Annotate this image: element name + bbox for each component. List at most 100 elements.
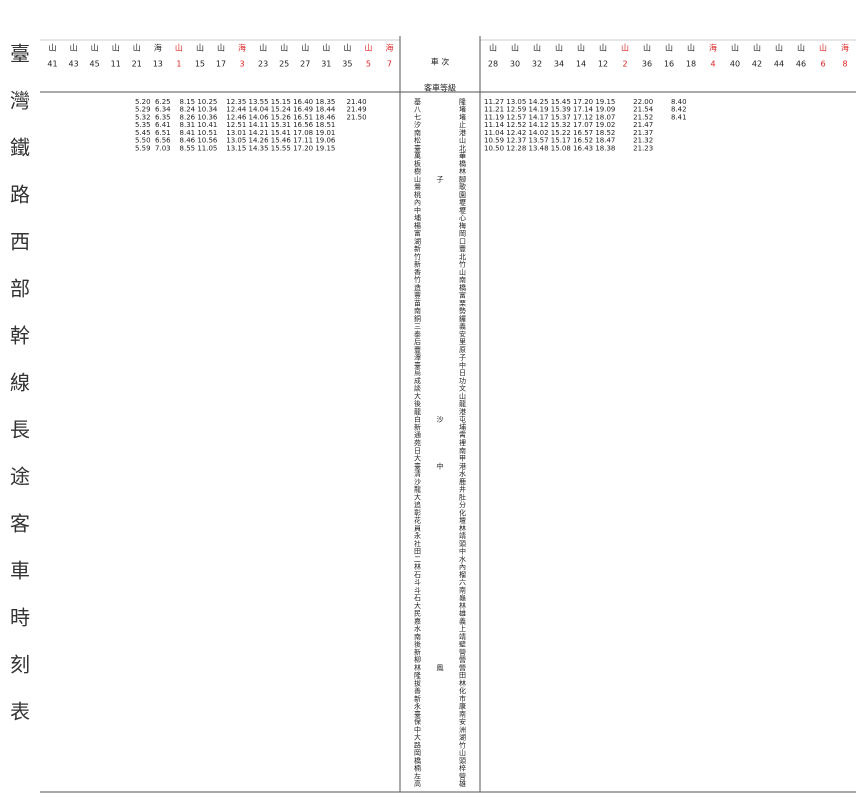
- time-left: 5.35 6.41 8.31 10.41 12.51 14.11 15.31 1…: [135, 121, 335, 129]
- train-number: 12: [598, 60, 608, 69]
- line-label: 海: [238, 43, 246, 53]
- line-label: 山: [364, 43, 372, 53]
- line-label: 海: [154, 43, 162, 53]
- title-char: 鐵: [10, 136, 30, 160]
- train-number: 32: [532, 60, 542, 69]
- title-char: 灣: [10, 89, 30, 113]
- line-label: 海: [841, 43, 849, 53]
- title-char: 幹: [10, 324, 30, 348]
- train-number: 35: [342, 60, 352, 69]
- time-left: 5.29 6.34 8.24 10.34 12.44 14.04 15.24 1…: [135, 106, 367, 114]
- line-label: 山: [731, 43, 739, 53]
- time-left: 5.45 6.51 8.41 10.51 13.01 14.21 15.41 1…: [135, 129, 335, 137]
- line-label: 海: [709, 43, 717, 53]
- train-number: 23: [258, 60, 268, 69]
- train-number: 8: [842, 60, 847, 69]
- time-right: 11.14 12.52 14.12 15.32 17.07 19.02 21.4…: [484, 121, 653, 129]
- train-number: 18: [686, 60, 696, 69]
- train-number: 46: [796, 60, 806, 69]
- line-label: 山: [259, 43, 267, 53]
- title-char: 時: [10, 606, 30, 630]
- line-label: 山: [175, 43, 183, 53]
- title-char: 表: [10, 700, 30, 724]
- train-number: 11: [111, 60, 121, 69]
- line-label: 山: [322, 43, 330, 53]
- time-left: 5.50 6.56 8.46 10.56 13.05 14.26 15.46 1…: [135, 137, 336, 145]
- train-label: 車 次: [431, 57, 450, 67]
- line-label: 山: [196, 43, 204, 53]
- line-label: 山: [511, 43, 519, 53]
- line-label: 山: [621, 43, 629, 53]
- time-left: 5.32 6.35 8.26 10.36 12.46 14.06 15.26 1…: [135, 113, 367, 121]
- line-label: 山: [49, 43, 57, 53]
- title-char: 部: [10, 277, 30, 301]
- line-label: 海: [385, 43, 393, 53]
- class-label: 客車等級: [424, 83, 456, 93]
- time-left: 5.20 6.25 8.15 10.25 12.35 13.55 15.15 1…: [135, 98, 367, 106]
- line-label: 山: [343, 43, 351, 53]
- train-number: 40: [730, 60, 740, 69]
- title-char: 線: [10, 371, 30, 395]
- line-label: 山: [133, 43, 141, 53]
- title-char: 西: [10, 230, 30, 254]
- line-label: 山: [599, 43, 607, 53]
- train-number: 16: [664, 60, 674, 69]
- train-number: 27: [300, 60, 310, 69]
- line-label: 山: [70, 43, 78, 53]
- train-number: 30: [510, 60, 520, 69]
- line-label: 山: [797, 43, 805, 53]
- line-label: 山: [753, 43, 761, 53]
- title-char: 臺: [10, 42, 30, 66]
- line-label: 山: [819, 43, 827, 53]
- train-number: 6: [820, 60, 825, 69]
- time-right: 11.04 12.42 14.02 15.22 16.57 18.52 21.3…: [484, 129, 653, 137]
- time-right: 11.19 12.57 14.17 15.37 17.12 18.07 21.5…: [484, 113, 687, 121]
- time-right: 11.27 13.05 14.25 15.45 17.20 19.15 22.0…: [484, 98, 687, 106]
- train-number: 42: [752, 60, 762, 69]
- line-label: 山: [643, 43, 651, 53]
- train-number: 45: [90, 60, 100, 69]
- line-label: 山: [555, 43, 563, 53]
- station-name: 林鳳營: [414, 663, 466, 672]
- title-char: 途: [10, 465, 30, 489]
- train-number: 31: [321, 60, 331, 69]
- line-label: 山: [217, 43, 225, 53]
- line-label: 山: [301, 43, 309, 53]
- station-name: 臺中港: [414, 461, 466, 470]
- station-name: 山子腳: [414, 174, 466, 183]
- title-char: 長: [10, 418, 30, 442]
- line-label: 山: [489, 43, 497, 53]
- line-label: 山: [665, 43, 673, 53]
- time-right: 11.21 12.59 14.19 15.39 17.14 19.09 21.5…: [484, 106, 687, 114]
- line-label: 山: [687, 43, 695, 53]
- train-number: 36: [642, 60, 652, 69]
- train-number: 2: [622, 60, 627, 69]
- train-number: 14: [576, 60, 586, 69]
- train-number: 21: [132, 60, 142, 69]
- line-label: 山: [577, 43, 585, 53]
- line-label: 山: [112, 43, 120, 53]
- line-label: 山: [91, 43, 99, 53]
- train-number: 13: [153, 60, 163, 69]
- title-char: 路: [10, 183, 30, 207]
- train-number: 3: [240, 60, 245, 69]
- line-label: 山: [280, 43, 288, 53]
- train-number: 28: [488, 60, 498, 69]
- train-number: 15: [195, 60, 205, 69]
- line-label: 山: [775, 43, 783, 53]
- line-label: 山: [533, 43, 541, 53]
- train-number: 41: [47, 60, 57, 69]
- title-char: 刻: [10, 653, 30, 677]
- train-number: 17: [216, 60, 226, 69]
- title-char: 車: [10, 559, 30, 583]
- train-number: 43: [68, 60, 78, 69]
- time-right: 10.59 12.37 13.57 15.17 16.52 18.47 21.3…: [484, 137, 653, 145]
- train-number: 1: [176, 60, 181, 69]
- time-right: 10.50 12.28 13.48 15.08 16.43 18.38 21.2…: [484, 144, 653, 152]
- title-char: 客: [10, 512, 30, 536]
- train-number: 4: [710, 60, 715, 69]
- train-number: 34: [554, 60, 564, 69]
- train-number: 7: [387, 60, 392, 69]
